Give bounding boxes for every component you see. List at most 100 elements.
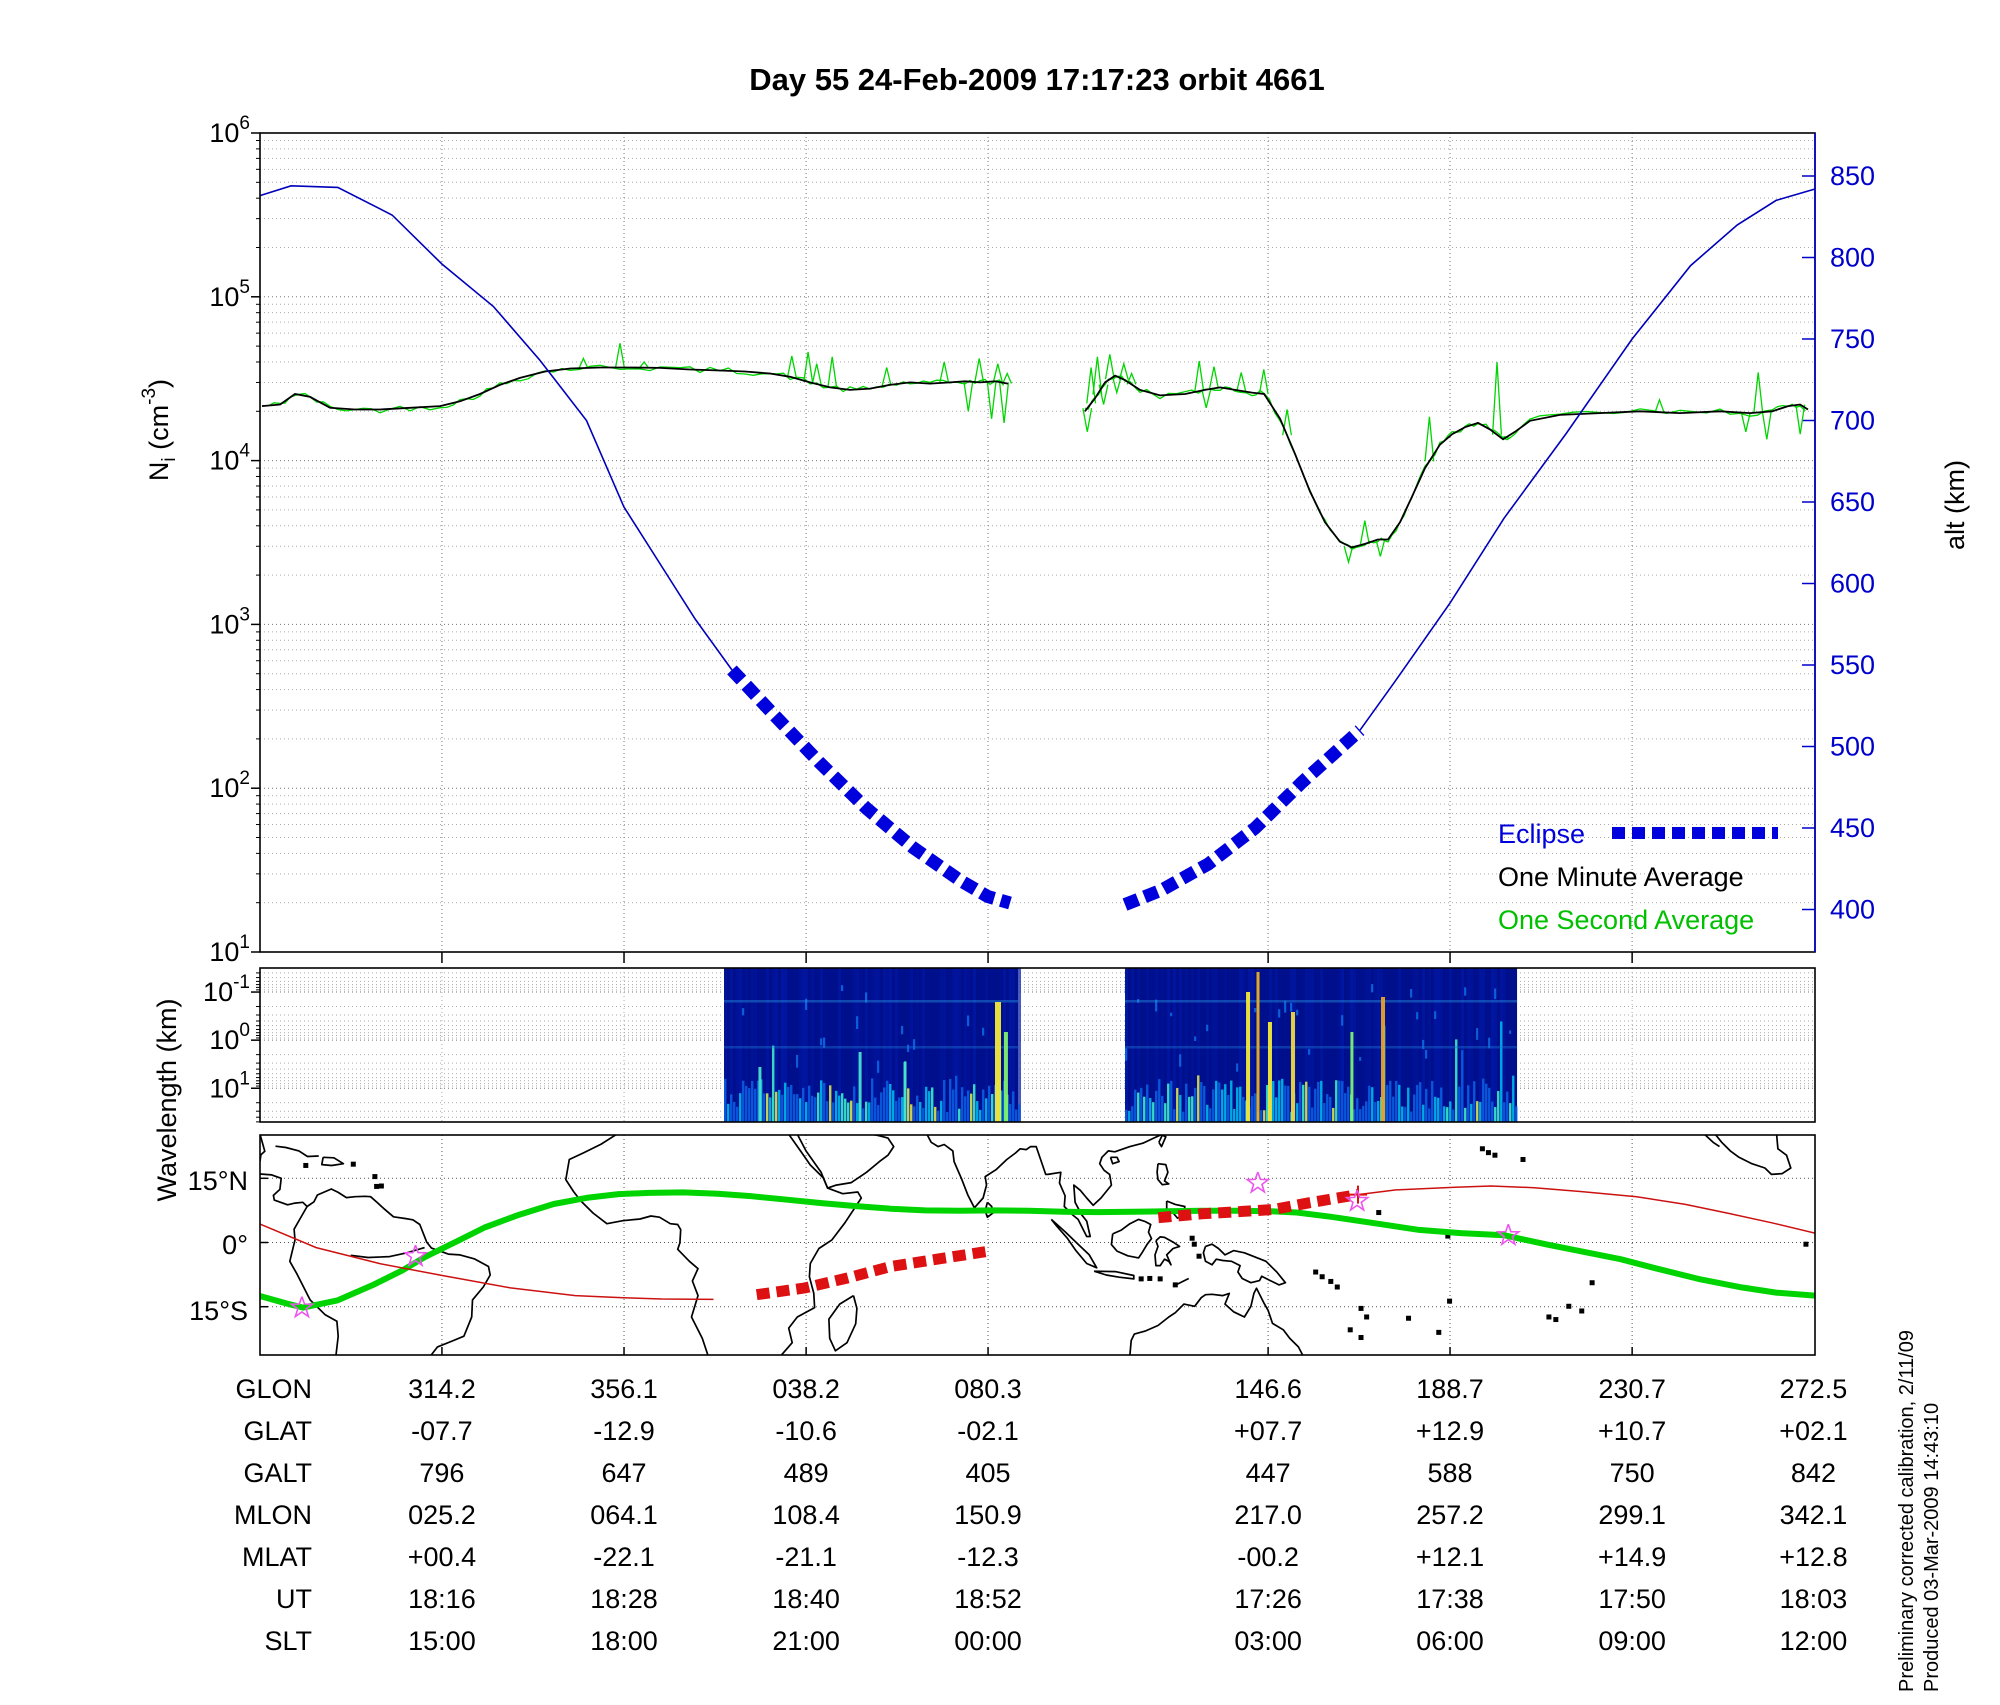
spectro-streak — [1341, 1080, 1344, 1122]
spectro-streak — [1386, 1085, 1389, 1122]
spectro-fleck — [1254, 1007, 1257, 1013]
spectro-streak — [1326, 1094, 1329, 1122]
spectro-streak — [1251, 1096, 1254, 1122]
spectro-column — [871, 968, 875, 1122]
one-second-spike — [1359, 520, 1370, 545]
spectro-fleck — [1125, 1048, 1128, 1061]
spectro-streak — [1012, 1091, 1015, 1122]
spectro-bright-column — [1350, 1032, 1354, 1122]
spectro-column — [1224, 968, 1228, 1122]
table-cell: 588 — [1428, 1458, 1473, 1488]
spectro-column — [811, 968, 815, 1122]
spectro-fleck — [1296, 1009, 1299, 1016]
spectro-column — [853, 968, 857, 1122]
alt-axis-label: alt (km) — [1940, 460, 1970, 550]
spectro-streak — [1446, 1107, 1449, 1122]
table-cell: +12.8 — [1779, 1542, 1847, 1572]
spectro-column — [1311, 968, 1315, 1122]
spectro-streak — [985, 1098, 988, 1122]
density-axis-label: Ni (cm-3) — [139, 379, 180, 481]
spectro-streak — [955, 1075, 958, 1122]
island-dot — [1172, 1282, 1178, 1288]
star-marker — [1495, 1223, 1522, 1247]
spectro-streak — [754, 1088, 757, 1122]
spectro-column — [877, 968, 881, 1122]
table-cell: -10.6 — [775, 1416, 837, 1446]
spectro-streak — [1224, 1084, 1227, 1122]
spectro-streak — [898, 1097, 901, 1122]
spectro-fleck — [805, 998, 808, 1010]
spectro-streak — [1452, 1109, 1455, 1122]
spectro-streak — [1368, 1085, 1371, 1122]
spectro-fleck — [1494, 988, 1497, 999]
spectro-streak — [988, 1085, 991, 1122]
spectro-column — [1341, 968, 1345, 1122]
table-cell: 03:00 — [1234, 1626, 1302, 1656]
spectro-streak — [751, 1080, 754, 1122]
spectro-fleck — [1509, 1030, 1512, 1034]
spectro-streak — [1512, 1075, 1515, 1122]
spectro-streak — [1125, 1109, 1128, 1122]
alt-tick-label: 700 — [1830, 406, 1875, 436]
one-second-spike — [786, 355, 797, 378]
spectro-bright-column — [995, 1002, 1002, 1122]
table-row-label: GLAT — [243, 1416, 312, 1446]
coastline — [780, 1135, 863, 1355]
table-cell: 489 — [784, 1458, 829, 1488]
spectro-streak — [1173, 1109, 1176, 1122]
spectro-bright-column — [1267, 1022, 1272, 1122]
spectro-streak — [1347, 1086, 1350, 1122]
spectro-streak — [1179, 1094, 1182, 1122]
one-second-spike — [1092, 356, 1103, 395]
spectro-streak — [922, 1107, 925, 1122]
spectro-streak — [805, 1102, 808, 1122]
spectro-streak — [799, 1098, 802, 1122]
spectro-column — [1155, 968, 1159, 1122]
one-second-spike — [1201, 389, 1212, 408]
spectro-fleck — [1371, 984, 1374, 993]
table-row-label: GALT — [243, 1458, 312, 1488]
spectro-streak — [925, 1086, 928, 1122]
spectro-streak — [1140, 1087, 1143, 1122]
spectro-streak — [1410, 1111, 1413, 1122]
island-dot — [372, 1174, 378, 1180]
coastline — [1109, 1156, 1120, 1165]
spectro-streak — [913, 1106, 916, 1122]
spectro-streak — [1128, 1110, 1131, 1122]
spectro-streak — [769, 1097, 772, 1122]
spectro-bright-column — [1381, 997, 1386, 1122]
spectro-streak — [1371, 1087, 1374, 1122]
spectro-streak — [1464, 1107, 1467, 1122]
spectro-streak — [1299, 1081, 1302, 1122]
spectro-column — [802, 968, 806, 1122]
spectro-streak — [811, 1095, 814, 1122]
spectro-column — [1308, 968, 1312, 1122]
table-cell: 12:00 — [1780, 1626, 1848, 1656]
coastline — [796, 1135, 895, 1189]
table-cell: 064.1 — [590, 1500, 658, 1530]
spectro-streak — [1227, 1094, 1230, 1122]
one-second-spike — [881, 367, 892, 386]
spectro-streak — [1308, 1086, 1311, 1122]
spectro-streak — [1215, 1080, 1218, 1122]
spectro-streak — [934, 1106, 937, 1122]
spectro-band — [1125, 1046, 1518, 1049]
coastline — [1704, 1135, 1720, 1148]
island-dot — [1196, 1253, 1202, 1259]
spectro-fleck — [913, 1039, 916, 1050]
spectro-fleck — [901, 1025, 904, 1035]
coastline — [1202, 1243, 1287, 1286]
spectro-column — [1242, 968, 1246, 1122]
spectro-fleck — [1236, 1063, 1239, 1072]
table-cell: 080.3 — [954, 1374, 1022, 1404]
spectro-fleck — [1179, 1054, 1182, 1067]
spectro-column — [1275, 968, 1279, 1122]
spectro-streak — [1000, 1090, 1003, 1122]
spectro-streak — [1473, 1081, 1476, 1122]
island-dot — [1328, 1278, 1334, 1284]
orbit-track-line — [1357, 1185, 1815, 1234]
star-marker — [1245, 1171, 1271, 1194]
ground-track-map-panel — [259, 1134, 1816, 1356]
spectro-bright-column — [903, 1062, 907, 1122]
axis-tick-label: 101 — [209, 1068, 250, 1103]
